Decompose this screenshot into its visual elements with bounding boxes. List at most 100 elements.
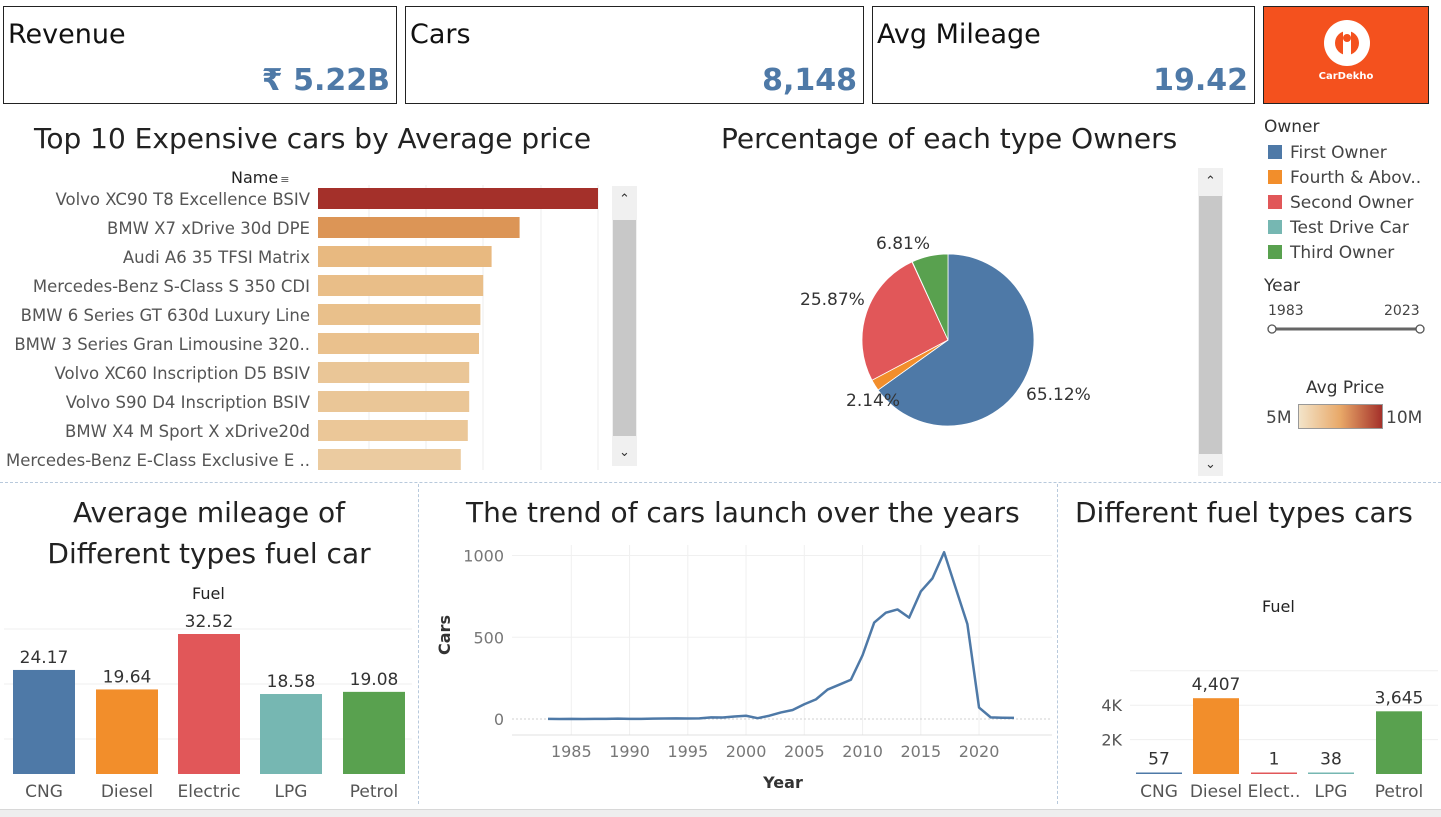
legend-item-second-owner[interactable]: Second Owner xyxy=(1268,193,1413,213)
kpi-revenue-value: ₹ 5.22B xyxy=(261,63,390,98)
fuel-bar xyxy=(1193,698,1239,774)
pie-value-label: 2.14% xyxy=(846,391,900,411)
cardekho-logo-mark xyxy=(1324,20,1370,66)
legend-swatch xyxy=(1268,145,1282,159)
horizontal-scrollbar[interactable] xyxy=(0,809,1441,817)
kpi-revenue-title: Revenue xyxy=(8,19,126,50)
kpi-mileage-card: Avg Mileage 19.42 xyxy=(872,6,1255,104)
kpi-revenue-card: Revenue ₹ 5.22B xyxy=(3,6,397,104)
year-range-slider[interactable] xyxy=(1264,320,1428,338)
scroll-up-icon[interactable]: ⌃ xyxy=(1205,174,1216,189)
top10-bar-label: BMW 3 Series Gran Limousine 320.. xyxy=(14,335,310,354)
cardekho-logo: CarDekho xyxy=(1263,6,1429,104)
top10-scroll-thumb[interactable] xyxy=(613,220,636,436)
pie-slice xyxy=(861,261,949,381)
top10-bar xyxy=(318,333,479,354)
kpi-cars-value: 8,148 xyxy=(762,63,857,98)
mileage-category-label: Electric xyxy=(178,782,241,802)
year-filter-title: Year xyxy=(1264,276,1300,296)
fuel-category-label: CNG xyxy=(1140,782,1178,802)
pie-value-label: 25.87% xyxy=(800,290,865,310)
trend-x-axis-label: Year xyxy=(762,773,803,792)
mileage-value-label: 19.08 xyxy=(350,670,399,690)
row-divider xyxy=(0,482,1441,483)
owner-legend-title: Owner xyxy=(1264,117,1320,137)
top10-bar xyxy=(318,275,484,296)
legend-item-first-owner[interactable]: First Owner xyxy=(1268,143,1387,163)
column-divider xyxy=(1057,484,1058,804)
fuel-category-label: Petrol xyxy=(1375,782,1424,802)
fuel-value-label: 1 xyxy=(1269,750,1280,770)
trend-y-axis-label: Cars xyxy=(435,615,454,655)
legend-label: Second Owner xyxy=(1290,193,1414,213)
fuel-value-label: 3,645 xyxy=(1375,688,1424,708)
top10-bar-label: BMW X7 xDrive 30d DPE xyxy=(107,219,310,238)
top10-bar xyxy=(318,449,461,470)
top10-bar xyxy=(318,304,481,325)
top10-bar xyxy=(318,391,470,412)
kpi-mileage-value: 19.42 xyxy=(1153,63,1248,98)
top10-bar-label: Volvo XC60 Inscription D5 BSIV xyxy=(55,364,311,383)
fuel-value-label: 57 xyxy=(1148,750,1170,770)
scroll-down-icon[interactable]: ⌄ xyxy=(619,445,630,460)
fuel-bar xyxy=(1308,772,1354,774)
trend-line xyxy=(547,550,1015,721)
top10-bar-label: Volvo S90 D4 Inscription BSIV xyxy=(66,393,311,412)
mileage-bar xyxy=(260,694,322,774)
year-filter-max: 2023 xyxy=(1384,303,1420,319)
pie-slice xyxy=(877,253,1035,427)
mileage-value-label: 18.58 xyxy=(267,672,316,692)
top10-scrollbar[interactable]: ⌃ ⌄ xyxy=(612,186,637,466)
legend-label: Third Owner xyxy=(1290,243,1395,263)
mileage-title-line1: Average mileage of xyxy=(73,496,345,529)
mileage-category-label: Diesel xyxy=(101,782,153,802)
year-filter-min: 1983 xyxy=(1268,303,1304,319)
legend-item-third-owner[interactable]: Third Owner xyxy=(1268,243,1394,263)
top10-title: Top 10 Expensive cars by Average price xyxy=(34,122,592,155)
mileage-value-label: 19.64 xyxy=(103,667,152,687)
trend-chart: 0 500 1000 1985 1990 1995 2000 2005 2010 2015 2020… xyxy=(435,545,1052,792)
top10-bar xyxy=(318,362,470,383)
kpi-cars-card: Cars 8,148 xyxy=(405,6,864,104)
year-slider-max-handle[interactable] xyxy=(1415,324,1425,334)
top10-bar xyxy=(318,246,492,267)
top10-bar xyxy=(318,217,520,238)
fuel-value-label: 4,407 xyxy=(1192,675,1241,695)
mileage-header: Fuel xyxy=(192,584,225,603)
mileage-bar xyxy=(96,689,158,774)
sort-icon[interactable]: ≡ xyxy=(280,173,290,186)
scroll-up-icon[interactable]: ⌃ xyxy=(619,192,630,207)
legend-swatch xyxy=(1268,170,1282,184)
column-divider xyxy=(418,484,419,804)
price-color-ramp xyxy=(1298,404,1383,429)
top10-bar-label: Audi A6 35 TFSI Matrix xyxy=(123,248,310,267)
price-legend-title: Avg Price xyxy=(1306,378,1385,398)
price-legend-max: 10M xyxy=(1386,408,1423,428)
trend-x-tick: 1995 xyxy=(667,742,708,761)
mileage-category-label: LPG xyxy=(275,782,308,802)
owners-title: Percentage of each type Owners xyxy=(721,122,1178,155)
top10-bar-label: BMW 6 Series GT 630d Luxury Line xyxy=(21,306,310,325)
legend-item-fourth-owner[interactable]: Fourth & Abov.. xyxy=(1268,168,1421,188)
legend-swatch xyxy=(1268,245,1282,259)
fuel-category-label: LPG xyxy=(1315,782,1348,802)
kpi-cars-title: Cars xyxy=(410,19,471,50)
legend-swatch xyxy=(1268,195,1282,209)
pie-value-label: 6.81% xyxy=(876,234,930,254)
trend-y-tick: 0 xyxy=(494,710,504,729)
legend-item-test-drive-car[interactable]: Test Drive Car xyxy=(1268,218,1409,238)
mileage-value-label: 32.52 xyxy=(185,612,234,632)
fuel-value-label: 38 xyxy=(1320,750,1342,770)
owners-scroll-thumb[interactable] xyxy=(1199,196,1222,454)
legend-label: First Owner xyxy=(1290,143,1387,163)
owners-scrollbar[interactable]: ⌃ ⌄ xyxy=(1198,168,1223,476)
year-slider-min-handle[interactable] xyxy=(1267,324,1277,334)
scroll-down-icon[interactable]: ⌄ xyxy=(1205,457,1216,472)
mileage-chart: 24.17 CNG 19.64 Diesel 32.52 Electric 18.58 LPG… xyxy=(4,612,412,802)
pie-slice xyxy=(911,253,949,341)
fuel-y-tick: 4K xyxy=(1101,696,1122,715)
fuel-category-label: Elect.. xyxy=(1248,782,1301,802)
fuel-bar xyxy=(1251,772,1297,774)
pie-value-label: 65.12% xyxy=(1026,385,1091,405)
trend-x-tick: 1990 xyxy=(609,742,650,761)
